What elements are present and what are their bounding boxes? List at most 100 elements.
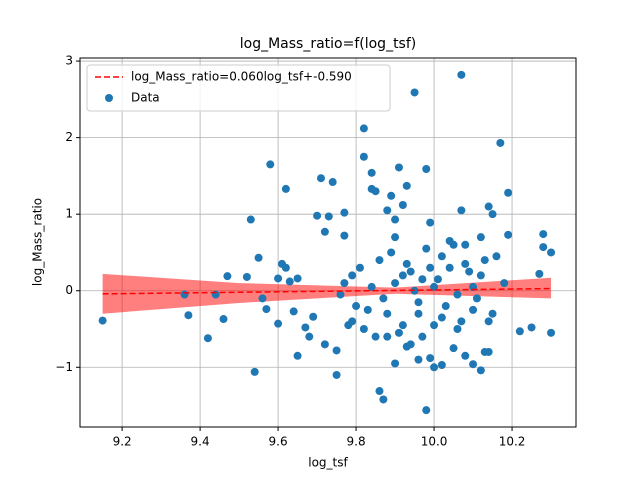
data-point	[281, 263, 290, 272]
x-tick-label: 10.2	[499, 435, 526, 449]
data-point	[430, 363, 439, 372]
data-point	[472, 294, 481, 303]
data-point	[449, 344, 458, 353]
data-point	[422, 165, 431, 174]
data-point	[359, 152, 368, 161]
data-point	[504, 230, 513, 239]
data-point	[371, 332, 380, 341]
data-point	[445, 263, 454, 272]
data-point	[387, 248, 396, 257]
data-point	[476, 366, 485, 375]
data-point	[383, 206, 392, 215]
data-point	[484, 317, 493, 326]
legend-marker	[105, 94, 113, 102]
data-point	[469, 360, 478, 369]
y-tick-label: 2	[65, 130, 73, 144]
x-tick-label: 10.0	[421, 435, 448, 449]
x-tick-label: 9.4	[191, 435, 210, 449]
data-point	[414, 298, 423, 307]
data-point	[320, 340, 329, 349]
data-point	[418, 275, 427, 284]
data-point	[266, 160, 275, 169]
data-point	[391, 215, 400, 224]
data-point	[391, 233, 400, 242]
data-point	[453, 290, 462, 299]
y-tick-label: −1	[55, 360, 73, 374]
data-point	[547, 328, 556, 337]
data-point	[313, 211, 322, 220]
data-point	[367, 168, 376, 177]
data-point	[496, 138, 505, 147]
data-point	[461, 259, 470, 268]
y-axis-label: log_Mass_ratio	[31, 198, 45, 286]
data-point	[246, 215, 255, 224]
data-point	[274, 274, 283, 283]
data-point	[274, 319, 283, 328]
data-point	[328, 178, 337, 187]
data-point	[430, 321, 439, 330]
data-point	[254, 253, 263, 262]
data-point	[348, 271, 357, 280]
data-point	[371, 187, 380, 196]
data-point	[539, 243, 548, 252]
data-point	[387, 191, 396, 200]
data-point	[504, 188, 513, 197]
data-point	[426, 218, 435, 227]
data-point	[422, 406, 431, 415]
data-point	[461, 240, 470, 249]
data-point	[476, 233, 485, 242]
data-point	[461, 351, 470, 360]
data-point	[457, 70, 466, 79]
data-point	[211, 290, 220, 299]
data-point	[383, 332, 392, 341]
data-point	[293, 351, 302, 360]
data-point	[476, 271, 485, 280]
data-point	[340, 208, 349, 217]
fit-line	[102, 287, 552, 295]
data-point	[340, 279, 349, 288]
data-point	[332, 370, 341, 379]
data-point	[355, 263, 364, 272]
data-point	[332, 346, 341, 355]
data-point	[309, 312, 318, 321]
data-point	[488, 210, 497, 219]
data-point	[457, 317, 466, 326]
data-point	[414, 355, 423, 364]
data-point	[406, 340, 415, 349]
data-point	[375, 387, 384, 396]
data-point	[359, 325, 368, 334]
data-point	[430, 282, 439, 291]
data-point	[527, 323, 536, 332]
data-point	[410, 88, 419, 97]
y-tick-label: 3	[65, 54, 73, 68]
data-point	[359, 124, 368, 133]
data-point	[515, 327, 524, 336]
data-point	[391, 359, 400, 368]
data-point	[394, 328, 403, 337]
data-point	[375, 256, 384, 265]
data-point	[402, 181, 411, 190]
data-point	[223, 272, 232, 281]
data-point	[336, 290, 345, 299]
y-tick-label: 0	[65, 283, 73, 297]
data-point	[422, 244, 431, 253]
y-tick-label: 1	[65, 207, 73, 221]
data-point	[281, 184, 290, 193]
data-point	[398, 200, 407, 209]
data-point	[441, 302, 450, 311]
data-point	[316, 174, 325, 183]
data-point	[324, 212, 333, 221]
data-point	[250, 367, 259, 376]
x-axis-label: log_tsf	[308, 456, 348, 470]
data-point	[180, 290, 189, 299]
data-point	[500, 279, 509, 288]
data-point	[379, 294, 388, 303]
data-point	[262, 305, 271, 314]
chart-title: log_Mass_ratio=f(log_tsf)	[240, 36, 417, 52]
data-point	[426, 263, 435, 272]
data-point	[258, 294, 267, 303]
data-point	[433, 275, 442, 284]
data-point	[445, 236, 454, 245]
data-point	[453, 325, 462, 334]
